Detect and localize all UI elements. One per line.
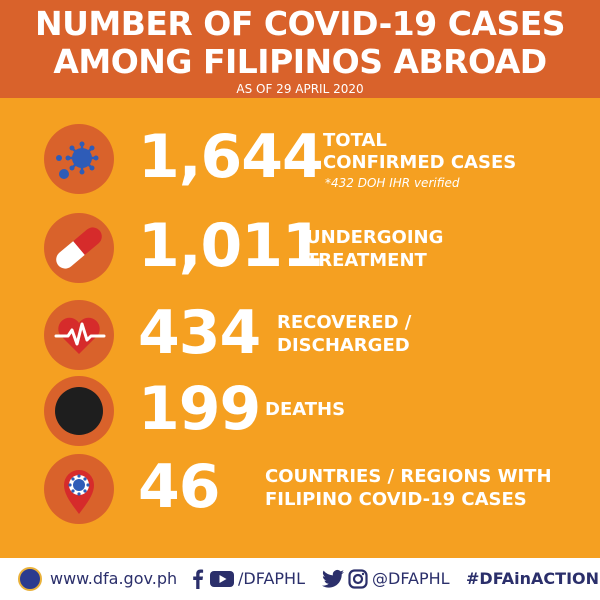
confirmed-note: *432 DOH IHR verified (325, 176, 460, 190)
recovered-count: 434 (138, 298, 261, 368)
confirmed-label-line-2: CONFIRMED CASES (323, 152, 517, 173)
treatment-label-line-1: UNDERGOING (306, 227, 444, 248)
deaths-label: DEATHS (265, 399, 346, 420)
countries-label-line-1: COUNTRIES / REGIONS WITH (265, 466, 552, 487)
treatment-count: 1,011 (138, 211, 324, 281)
website-link[interactable]: www.dfa.gov.ph (50, 569, 178, 588)
youtube-icon[interactable] (210, 569, 234, 589)
twitter-icon[interactable] (322, 569, 344, 589)
treatment-label-line-2: TREATMENT (306, 250, 427, 271)
confirmed-count: 1,644 (138, 122, 324, 192)
countries-label-line-2: FILIPINO COVID-19 CASES (265, 489, 527, 510)
black-circle-icon (44, 376, 114, 446)
header-banner: NUMBER OF COVID-19 CASES AMONG FILIPINOS… (0, 0, 600, 98)
stat-row-deaths: 199 DEATHS (0, 372, 600, 462)
title-line-1: NUMBER OF COVID-19 CASES (34, 4, 566, 43)
deaths-count: 199 (138, 374, 261, 444)
recovered-label-line-1: RECOVERED / (277, 312, 412, 333)
dfa-seal-icon (18, 567, 42, 591)
recovered-label-line-2: DISCHARGED (277, 335, 410, 356)
stat-row-confirmed: 1,644 TOTAL CONFIRMED CASES *432 DOH IHR… (0, 112, 600, 202)
virus-icon (44, 124, 114, 194)
heartbeat-icon (44, 300, 114, 370)
stat-row-countries: 46 COUNTRIES / REGIONS WITH FILIPINO COV… (0, 450, 600, 540)
countries-count: 46 (138, 452, 220, 522)
facebook-icon[interactable] (188, 569, 208, 589)
stat-row-treatment: 1,011 UNDERGOING TREATMENT (0, 203, 600, 293)
pill-capsule-icon (44, 213, 114, 283)
title-line-2: AMONG FILIPINOS ABROAD (53, 42, 547, 81)
map-pin-virus-icon (44, 454, 114, 524)
confirmed-label-line-1: TOTAL (323, 130, 387, 151)
hashtag[interactable]: #DFAinACTION (466, 569, 600, 588)
twitter-instagram-handle[interactable]: @DFAPHL (372, 569, 450, 588)
stat-row-recovered: 434 RECOVERED / DISCHARGED (0, 292, 600, 382)
as-of-date: AS OF 29 APRIL 2020 (236, 82, 364, 96)
footer-bar: www.dfa.gov.ph /DFAPHL @DFAPHL #DFAinACT… (0, 558, 600, 600)
instagram-icon[interactable] (348, 569, 368, 589)
facebook-youtube-handle[interactable]: /DFAPHL (238, 569, 305, 588)
